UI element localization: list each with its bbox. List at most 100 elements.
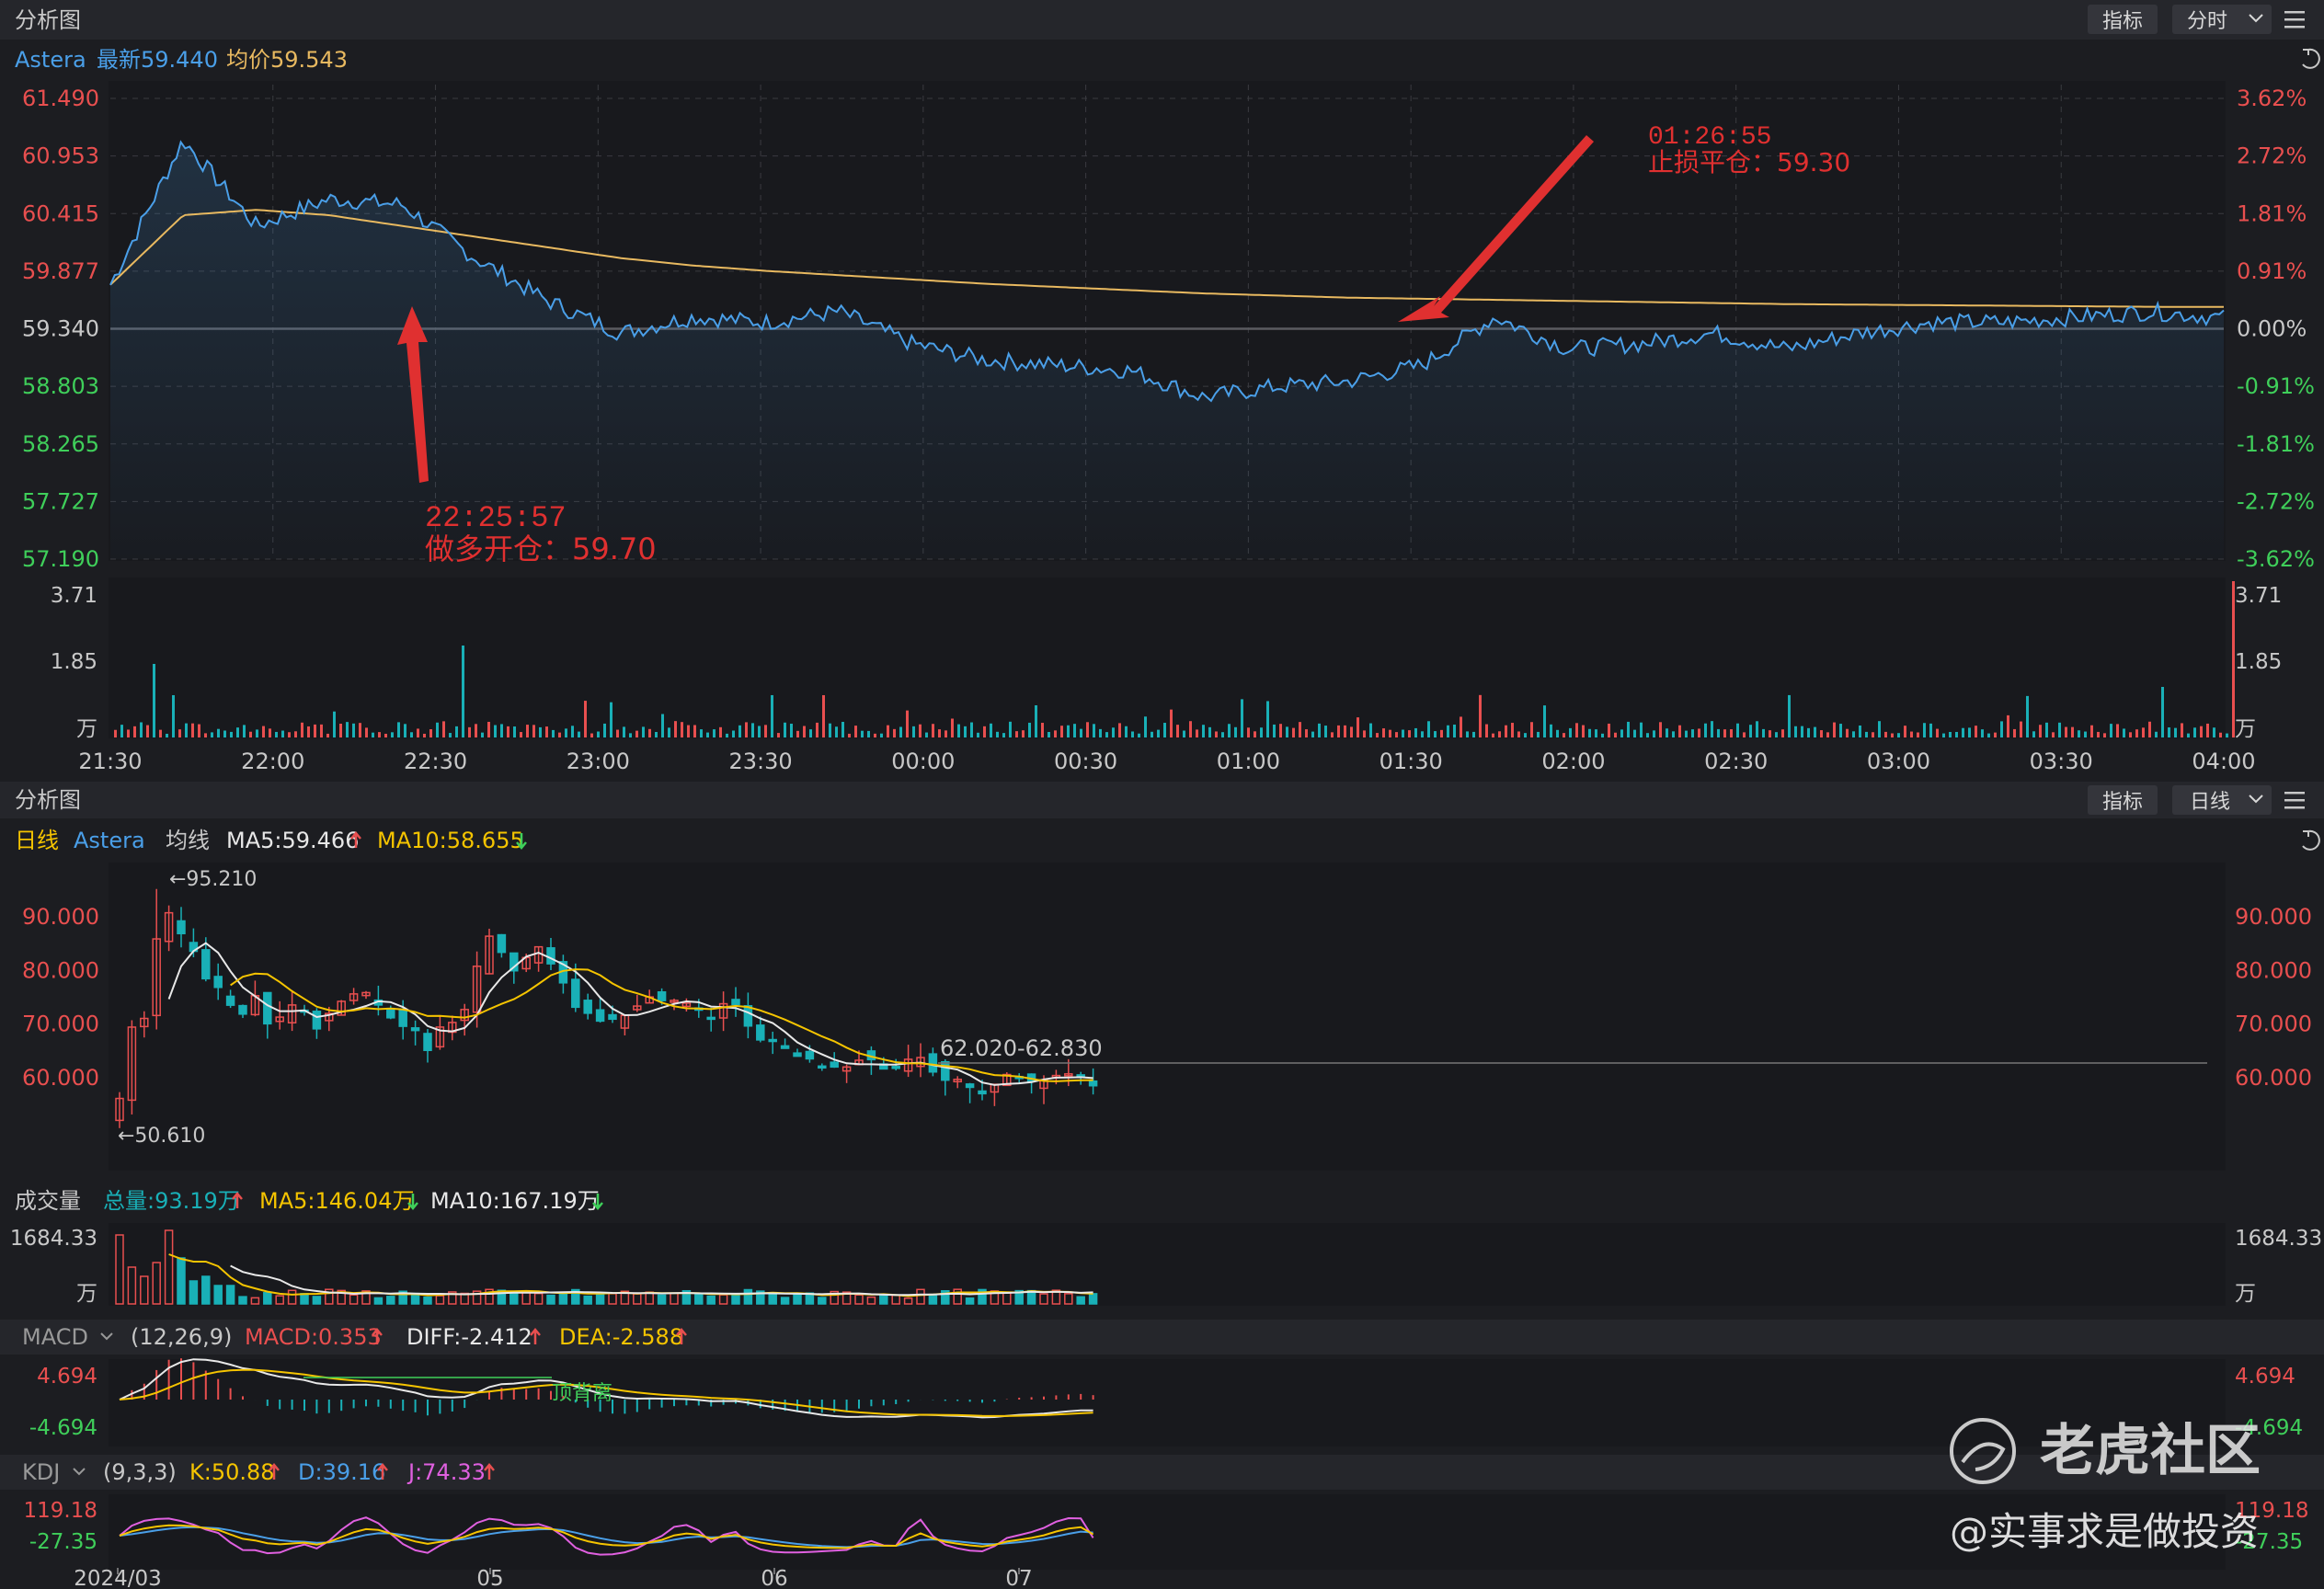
candle-body (780, 1045, 790, 1049)
price-tick-label: 60.415 (22, 200, 99, 226)
chevron-down-icon[interactable] (73, 1468, 86, 1476)
volume-bar (558, 732, 561, 737)
daily-volume-bar (978, 1288, 987, 1305)
volume-bar (2090, 725, 2093, 737)
reset-icon[interactable] (2302, 829, 2320, 851)
top-indicator-button[interactable]: 指标 (2088, 5, 2158, 34)
volume-bar (526, 725, 529, 737)
kdj-k: K:50.88 (189, 1459, 275, 1485)
volume-bar (1575, 723, 1578, 737)
volume-bar (848, 733, 851, 737)
volume-bar (2213, 727, 2215, 737)
volume-bar (1060, 726, 1063, 737)
time-tick-label: 03:30 (2030, 749, 2093, 774)
volume-bar (1498, 731, 1501, 737)
volume-bar (1151, 731, 1153, 737)
volume-bar (1434, 731, 1437, 737)
daily-volume-bar (1076, 1296, 1085, 1305)
volume-bar (1942, 733, 1945, 737)
volume-bar (423, 733, 426, 737)
arrow-up-icon (530, 1328, 541, 1344)
volume-bar (616, 729, 619, 737)
volume-bar (629, 733, 632, 737)
daily-volume-bar (1014, 1289, 1024, 1305)
top-legend-symbol: Astera (15, 47, 86, 73)
bottom-menu-icon[interactable] (2284, 792, 2305, 809)
candle-body (361, 991, 371, 997)
pct-tick-label: 3.62% (2237, 86, 2307, 111)
volume-bar (146, 725, 149, 737)
volume-bar (417, 728, 419, 737)
daily-volume-bar (140, 1275, 149, 1305)
volume-bar (854, 726, 857, 737)
volume-bar (957, 724, 960, 737)
volume-bar (2013, 728, 2016, 737)
volume-bar (2058, 722, 2061, 737)
volume-bar (2193, 727, 2196, 737)
time-tick-label: 22:30 (404, 749, 467, 774)
chevron-down-icon[interactable] (100, 1332, 113, 1341)
volume-bar (429, 729, 432, 737)
reset-icon[interactable] (2302, 48, 2320, 69)
volume-bar (2200, 726, 2203, 737)
volume-bar (1711, 721, 1713, 737)
chevron-down-icon (2249, 794, 2263, 804)
daily-volume-bar (657, 1294, 667, 1305)
candle-body (410, 1027, 420, 1032)
macd-title[interactable]: MACD (22, 1324, 88, 1350)
daily-volume-bar (928, 1293, 938, 1305)
candle-body (633, 1005, 642, 1011)
volume-tick-unit: 万 (76, 1282, 97, 1306)
daily-volume-bar (201, 1275, 211, 1305)
daily-volume-bar (620, 1290, 630, 1305)
candle-body (608, 1013, 617, 1021)
volume-bar (236, 727, 239, 737)
volume-bar (1852, 731, 1855, 737)
kdj-title[interactable]: KDJ (22, 1459, 60, 1485)
intraday-volume-bars (114, 581, 2235, 737)
volume-bar (269, 728, 271, 737)
volume-bar (1704, 723, 1707, 737)
volume-bar (1756, 721, 1758, 737)
top-menu-icon[interactable] (2284, 11, 2305, 29)
volume-bar (1273, 724, 1276, 737)
candle-body (805, 1050, 815, 1060)
candle-body (509, 952, 519, 972)
kdj-tick-top-right: 119.18 (2235, 1499, 2308, 1523)
volume-bar (1505, 725, 1507, 737)
volume-bar (1357, 717, 1359, 737)
candle-body (768, 1038, 777, 1043)
buy-text: 做多开仓：59.70 (425, 532, 657, 566)
volume-bar (623, 726, 625, 737)
volume-bar (1620, 729, 1623, 737)
daily-tick-label: 70.000 (2235, 1012, 2312, 1037)
daily-volume-bar (1039, 1293, 1048, 1305)
bottom-indicator-button[interactable]: 指标 (2088, 785, 2158, 815)
bottom-period-dropdown[interactable]: 日线 (2172, 785, 2272, 815)
volume-bar (410, 732, 413, 737)
volume-bar (1640, 722, 1643, 737)
volume-bar (1131, 731, 1134, 737)
daily-volume-bar (373, 1297, 384, 1305)
volume-bar (925, 732, 928, 737)
vol-tick-mid: 1.85 (51, 650, 97, 674)
candle-body (177, 920, 186, 935)
volume-bar (404, 724, 406, 737)
volume-bar (1048, 731, 1050, 737)
volume-bar (964, 726, 967, 737)
volume-bar (314, 724, 316, 737)
daily-volume-bar (916, 1288, 925, 1305)
daily-volume-bar (398, 1290, 407, 1305)
top-period-dropdown[interactable]: 分时 (2172, 5, 2272, 34)
candle-body (201, 949, 211, 980)
volume-bar (1807, 727, 1810, 737)
volume-bar (1749, 725, 1752, 737)
daily-tick-label: 60.000 (22, 1065, 99, 1091)
volume-bar (159, 729, 162, 737)
volume-bar (1395, 732, 1398, 737)
volume-bar (1144, 716, 1147, 737)
daily-volume-bar (448, 1291, 457, 1305)
volume-bar (1910, 731, 1913, 737)
volume-bar (1447, 725, 1449, 737)
volume-bar (1279, 724, 1282, 737)
